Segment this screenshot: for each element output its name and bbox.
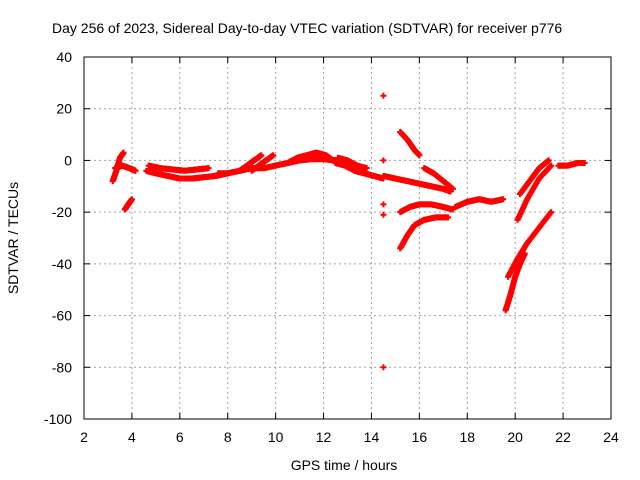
data-point: [548, 209, 555, 216]
y-axis-label: SDTVAR / TECUs: [5, 182, 21, 294]
x-tick-label: 14: [364, 429, 380, 445]
x-tick-label: 6: [176, 429, 184, 445]
x-axis-label: GPS time / hours: [291, 457, 398, 473]
x-tick-label: 20: [507, 429, 523, 445]
y-tick-label: -80: [52, 359, 72, 375]
data-point: [500, 196, 507, 203]
x-tick-label: 10: [268, 429, 284, 445]
x-axis-ticks: 2 4 6 8 10 12 14 16 18 20 22 24: [80, 57, 619, 445]
data-point: [205, 165, 212, 172]
x-tick-label: 18: [459, 429, 475, 445]
data-point: [120, 149, 127, 156]
y-tick-label: -20: [52, 204, 72, 220]
data-points: [109, 92, 588, 371]
x-tick-label: 16: [412, 429, 428, 445]
data-point: [380, 364, 387, 371]
y-tick-label: -60: [52, 308, 72, 324]
y-tick-label: -40: [52, 256, 72, 272]
x-tick-label: 12: [316, 429, 332, 445]
y-tick-label: 20: [56, 101, 72, 117]
data-point: [545, 157, 552, 164]
data-point: [581, 160, 588, 167]
y-tick-label: 40: [56, 49, 72, 65]
grid-lines: [84, 57, 611, 419]
data-point: [380, 92, 387, 99]
x-tick-label: 8: [224, 429, 232, 445]
x-tick-label: 4: [128, 429, 136, 445]
y-tick-label: -100: [44, 411, 72, 427]
x-tick-label: 2: [80, 429, 88, 445]
y-axis-ticks: -100 -80 -60 -40 -20 0 20 40: [44, 49, 611, 427]
x-tick-label: 24: [603, 429, 619, 445]
data-point: [258, 152, 265, 159]
data-point: [449, 185, 456, 192]
data-point: [380, 201, 387, 208]
data-point: [132, 167, 139, 174]
plot-frame: [83, 56, 612, 420]
data-point: [128, 196, 135, 203]
data-point: [416, 152, 423, 159]
chart-title: Day 256 of 2023, Sidereal Day-to-day VTE…: [52, 20, 562, 36]
data-point: [548, 162, 555, 169]
data-point: [270, 152, 277, 159]
data-point: [380, 157, 387, 164]
data-point: [363, 165, 370, 172]
x-tick-label: 22: [555, 429, 571, 445]
data-point: [380, 211, 387, 218]
y-tick-label: 0: [64, 152, 72, 168]
data-point: [445, 214, 452, 221]
